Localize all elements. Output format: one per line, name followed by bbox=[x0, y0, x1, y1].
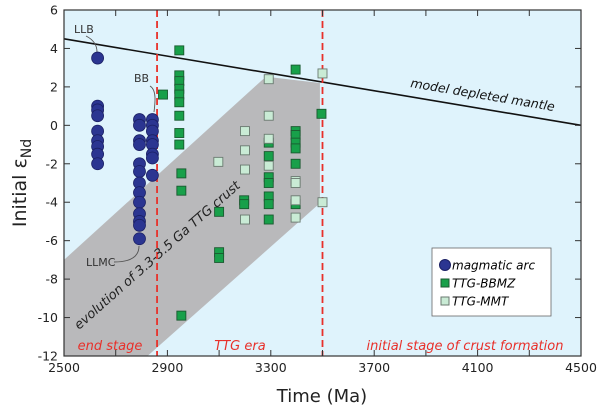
y-tick-label: 6 bbox=[50, 3, 58, 18]
data-point-ttg-mmt bbox=[263, 74, 274, 85]
y-tick-label: 2 bbox=[50, 79, 58, 94]
data-point-ttg-mmt bbox=[290, 178, 301, 188]
x-tick-label: 4100 bbox=[462, 360, 494, 375]
data-point-ttg-mmt bbox=[263, 133, 274, 144]
y-tick-label: -6 bbox=[46, 233, 59, 248]
y-tick-label: -12 bbox=[38, 349, 58, 364]
llb-leader bbox=[85, 35, 98, 53]
data-point-magmatic-arc bbox=[133, 138, 146, 151]
y-axis-label-main: Initial ε bbox=[9, 158, 31, 227]
data-point-ttg-bbmz bbox=[263, 178, 274, 188]
stage-label-ttg: TTG era bbox=[214, 339, 265, 354]
data-point-magmatic-arc bbox=[133, 165, 146, 178]
annotation-bb: BB bbox=[134, 72, 149, 85]
data-point-ttg-bbmz bbox=[263, 214, 274, 225]
x-tick-label: 3300 bbox=[255, 360, 287, 375]
y-tick-label: -8 bbox=[46, 272, 59, 287]
data-point-ttg-mmt bbox=[263, 160, 274, 171]
data-point-ttg-bbmz bbox=[214, 253, 225, 263]
data-point-ttg-mmt bbox=[263, 110, 274, 121]
data-point-ttg-bbmz bbox=[176, 185, 187, 196]
data-point-ttg-bbmz bbox=[263, 199, 274, 210]
annotation-llmc: LLMC bbox=[86, 256, 116, 269]
data-point-ttg-bbmz bbox=[214, 206, 225, 217]
data-point-ttg-bbmz bbox=[316, 108, 327, 119]
bb-leader bbox=[149, 85, 156, 113]
data-point-ttg-bbmz bbox=[174, 110, 185, 121]
data-point-magmatic-arc bbox=[133, 218, 146, 232]
data-point-ttg-mmt bbox=[239, 126, 250, 137]
x-tick-label: 2500 bbox=[48, 360, 80, 375]
annotation-llb: LLB bbox=[74, 23, 94, 36]
data-point-ttg-mmt bbox=[239, 164, 250, 175]
data-point-ttg-bbmz bbox=[174, 45, 185, 56]
data-point-ttg-bbmz bbox=[174, 139, 185, 150]
y-tick-label: -10 bbox=[38, 310, 58, 325]
data-point-magmatic-arc bbox=[133, 232, 146, 246]
legend-label-ttg-bbmz: TTG-BBMZ bbox=[452, 277, 516, 291]
y-tick-label: 4 bbox=[50, 41, 58, 56]
data-point-ttg-mmt bbox=[239, 214, 250, 225]
llmc-leader bbox=[113, 245, 140, 263]
data-point-ttg-bbmz bbox=[263, 151, 274, 162]
plot-frame bbox=[63, 9, 582, 357]
data-point-magmatic-arc bbox=[91, 157, 105, 171]
data-point-ttg-bbmz bbox=[158, 89, 168, 100]
data-point-ttg-bbmz bbox=[174, 97, 185, 108]
data-point-ttg-bbmz bbox=[174, 128, 185, 138]
data-point-ttg-bbmz bbox=[290, 158, 301, 169]
legend-label-magmatic-arc: magmatic arc bbox=[452, 259, 535, 273]
legend-marker-ttg-mmt bbox=[440, 296, 450, 306]
data-point-ttg-bbmz bbox=[290, 143, 301, 154]
x-tick-label: 2900 bbox=[151, 360, 183, 375]
stage-label-initial: initial stage of crust formation bbox=[367, 339, 564, 354]
data-point-ttg-mmt bbox=[213, 156, 224, 167]
y-tick-label: 0 bbox=[50, 118, 58, 133]
legend-marker-ttg-bbmz bbox=[440, 278, 450, 288]
legend-label-ttg-mmt: TTG-MMT bbox=[452, 295, 510, 309]
data-point-ttg-mmt bbox=[317, 68, 328, 79]
data-point-ttg-bbmz bbox=[176, 168, 187, 179]
x-tick-label: 4500 bbox=[565, 360, 597, 375]
y-tick-label: -4 bbox=[46, 195, 59, 210]
y-tick-label: -2 bbox=[46, 156, 58, 171]
legend: magmatic arc TTG-BBMZ TTG-MMT bbox=[431, 247, 552, 317]
legend-marker-magmatic-arc bbox=[439, 259, 451, 271]
y-axis-label: Initial εNd bbox=[9, 139, 35, 227]
data-point-ttg-bbmz bbox=[239, 199, 250, 210]
data-point-ttg-mmt bbox=[290, 212, 301, 223]
stage-label-end: end stage bbox=[78, 339, 143, 354]
data-point-ttg-bbmz bbox=[290, 64, 301, 75]
y-axis-label-sub: Nd bbox=[19, 139, 35, 158]
data-point-magmatic-arc bbox=[91, 109, 105, 123]
data-point-ttg-mmt bbox=[290, 195, 301, 206]
data-point-magmatic-arc bbox=[133, 118, 146, 132]
data-point-magmatic-arc bbox=[91, 51, 105, 65]
data-point-magmatic-arc bbox=[146, 151, 159, 165]
data-point-magmatic-arc bbox=[133, 195, 146, 209]
data-point-ttg-bbmz bbox=[176, 310, 187, 321]
data-point-ttg-mmt bbox=[239, 145, 250, 156]
ttg-crust-band bbox=[64, 77, 320, 357]
data-point-ttg-mmt bbox=[317, 197, 328, 208]
x-tick-label: 3700 bbox=[358, 360, 390, 375]
x-axis-label: Time (Ma) bbox=[276, 386, 367, 407]
data-point-magmatic-arc bbox=[146, 168, 159, 182]
